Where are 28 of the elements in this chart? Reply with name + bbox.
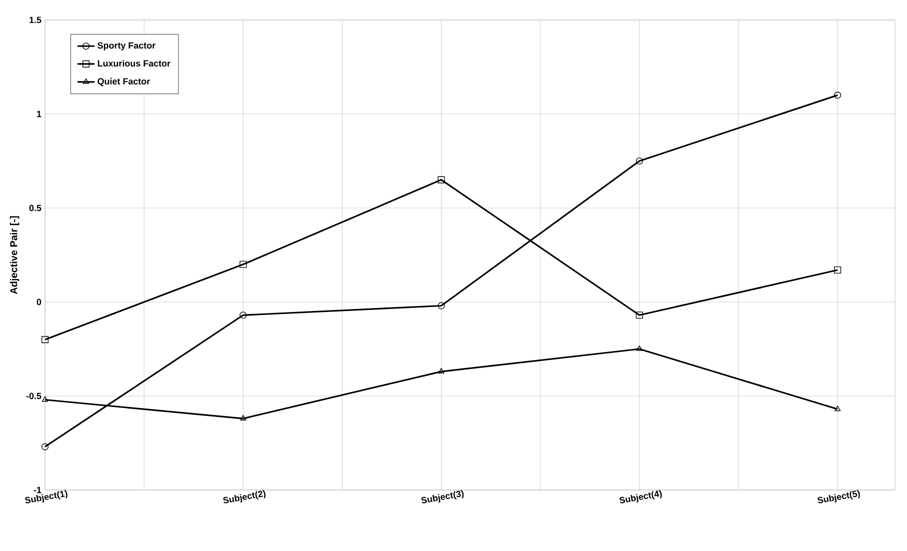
point: [834, 92, 842, 99]
point: [41, 443, 49, 450]
legend-label: Luxurious Factor: [98, 60, 170, 67]
x-tick-label: Subject(4): [620, 490, 662, 504]
point: [240, 312, 247, 319]
point: [41, 336, 49, 344]
point: [636, 157, 643, 165]
point: [438, 176, 445, 184]
point: [240, 415, 246, 420]
point: [636, 345, 643, 351]
y-tick-label: -0.5: [26, 392, 42, 400]
point: [438, 302, 445, 310]
point: [636, 312, 643, 319]
y-tick-label: 1.5: [30, 16, 42, 24]
point: [834, 406, 841, 412]
legend-label: Sporty Factor: [98, 42, 156, 50]
y-tick-label: 1: [37, 110, 42, 118]
x-tick-label: Subject(2): [223, 490, 266, 504]
x-tick-label: Subject(3): [421, 490, 464, 504]
point: [438, 368, 444, 374]
point: [834, 266, 842, 274]
y-tick-label: 0: [36, 298, 42, 306]
legend-label: Quiet Factor: [98, 78, 150, 86]
x-tick-label: Subject(5): [818, 490, 860, 504]
y-axis-title: Adjective Pair [-]: [10, 216, 20, 294]
point: [42, 396, 48, 402]
y-tick-label: 0.5: [29, 204, 42, 212]
point: [240, 260, 247, 268]
